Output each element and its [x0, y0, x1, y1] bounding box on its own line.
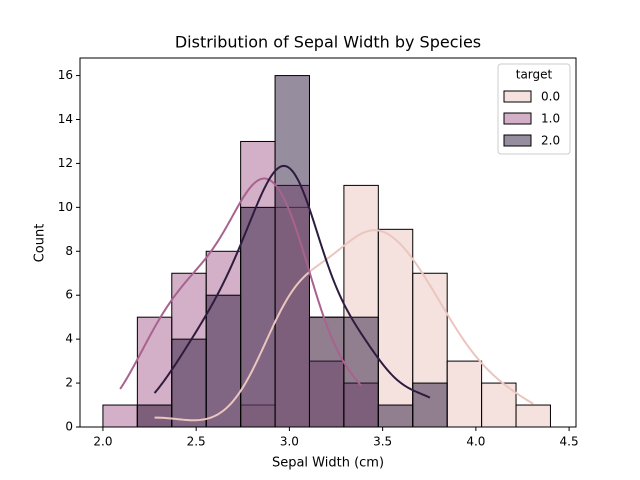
bar	[240, 206, 276, 428]
y-tick-label: 8	[65, 244, 73, 258]
x-tick-label: 2.5	[187, 435, 206, 449]
plot-frame	[79, 57, 577, 428]
legend-swatch	[503, 112, 532, 125]
y-tick-label: 14	[58, 112, 73, 126]
x-tick-label: 2.0	[93, 435, 112, 449]
y-tick-label: 16	[58, 68, 73, 82]
bar	[377, 404, 414, 428]
bar	[308, 316, 345, 428]
bar	[205, 294, 242, 428]
y-tick-label: 6	[65, 288, 73, 302]
bar	[412, 382, 448, 428]
x-tick-label: 4.5	[560, 435, 579, 449]
y-tick-label: 4	[65, 332, 73, 346]
bar	[171, 338, 207, 428]
legend-label: 2.0	[541, 134, 560, 148]
legend-box	[497, 63, 571, 155]
bar	[446, 360, 483, 428]
bar	[136, 404, 173, 428]
y-tick-label: 0	[65, 420, 73, 434]
x-axis-label: Sepal Width (cm)	[272, 456, 384, 471]
kde-line	[154, 229, 534, 422]
legend: target 0.0 1.0 2.0	[497, 63, 571, 155]
y-tick-label: 2	[65, 376, 73, 390]
legend-swatch	[503, 90, 532, 103]
chart-title: Distribution of Sepal Width by Species	[175, 33, 481, 52]
x-tick-label: 4.0	[466, 435, 485, 449]
bar	[274, 75, 310, 428]
legend-label: 1.0	[541, 112, 560, 126]
bar	[377, 228, 414, 428]
y-tick-label: 10	[58, 200, 73, 214]
kde-line	[153, 164, 431, 399]
x-tick-label: 3.0	[280, 435, 299, 449]
y-tick-label: 12	[58, 156, 73, 170]
bar	[481, 382, 517, 428]
kde-line	[119, 177, 362, 390]
bar	[515, 404, 551, 428]
legend-swatch	[503, 134, 532, 147]
legend-label: 0.0	[541, 90, 560, 104]
legend-title: target	[516, 68, 553, 82]
y-axis-label: Count	[33, 224, 48, 263]
x-tick-label: 3.5	[373, 435, 392, 449]
bar	[102, 404, 138, 428]
